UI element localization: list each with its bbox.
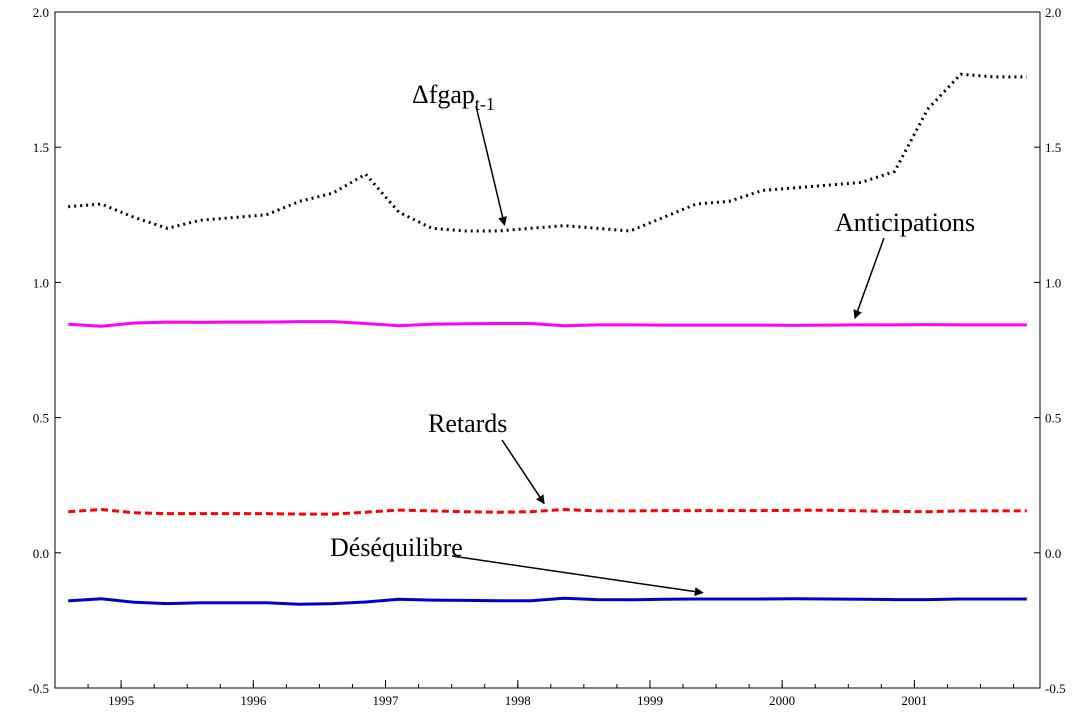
y-tick-label-right: 0.5 — [1045, 411, 1061, 426]
y-tick-label-left: 2.0 — [33, 5, 49, 20]
annotation-arrow-retards — [501, 439, 545, 505]
x-tick-label: 2000 — [769, 693, 795, 708]
y-tick-label-right: -0.5 — [1045, 681, 1066, 696]
annotation-retards-text: Retards — [428, 409, 507, 438]
annotation-anticipations: Anticipations — [835, 208, 975, 237]
x-tick-label: 1999 — [637, 693, 663, 708]
y-tick-label-left: -0.5 — [28, 681, 49, 696]
annotation-retards: Retards — [428, 409, 507, 438]
annotation-dfgap-subscript: t-1 — [475, 94, 495, 114]
y-tick-label-right: 2.0 — [1045, 5, 1061, 20]
series-line-anticipations — [68, 320, 1027, 328]
y-tick-label-right: 0.0 — [1045, 546, 1061, 561]
y-tick-label-left: 1.5 — [33, 140, 49, 155]
annotation-dfgap: Δfgapt-1 — [412, 80, 495, 114]
x-tick-label: 1998 — [505, 693, 531, 708]
x-tick-label: 1997 — [373, 693, 400, 708]
plot-frame — [54, 11, 1041, 689]
x-tick-label: 1995 — [108, 693, 134, 708]
annotation-arrow-desequilibre — [451, 555, 704, 597]
y-tick-label-left: 0.5 — [33, 411, 49, 426]
annotation-desequilibre: Déséquilibre — [330, 533, 463, 562]
annotation-anticipations-text: Anticipations — [835, 208, 975, 237]
y-tick-label-left: 1.0 — [33, 275, 49, 290]
annotation-arrow-dfgap — [475, 105, 508, 226]
x-tick-label: 2001 — [901, 693, 927, 708]
y-tick-label-left: 0.0 — [33, 546, 49, 561]
annotation-arrow-anticipations — [853, 237, 885, 320]
series-line-retards — [68, 508, 1027, 516]
series-line-desequilibre — [68, 596, 1027, 606]
y-tick-label-right: 1.0 — [1045, 275, 1061, 290]
y-tick-label-right: 1.5 — [1045, 140, 1061, 155]
annotation-desequilibre-text: Déséquilibre — [330, 533, 463, 562]
x-tick-label: 1996 — [240, 693, 267, 708]
annotation-dfgap-text: Δfgap — [412, 80, 475, 109]
